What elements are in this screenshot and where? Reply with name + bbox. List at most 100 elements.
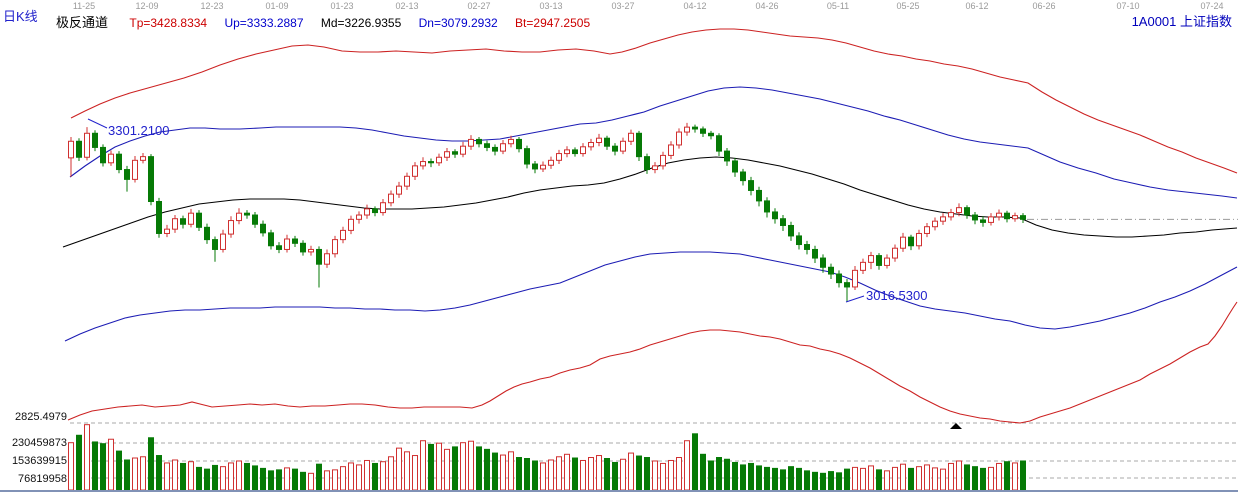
volume-bar <box>636 455 642 491</box>
candle-body <box>748 180 754 191</box>
triangle-marker-icon <box>950 423 962 429</box>
date-label: 05-11 <box>826 1 850 11</box>
candle-body <box>868 255 874 263</box>
volume-bar <box>140 456 146 491</box>
candle-body <box>700 128 706 134</box>
period-label[interactable]: 日K线 <box>3 9 38 24</box>
date-label: 12-09 <box>135 1 159 11</box>
candle-body <box>548 159 554 166</box>
volume-bar <box>92 441 98 491</box>
indicator-name[interactable]: 极反通道 <box>56 15 109 30</box>
candle-body <box>412 165 418 177</box>
candle-body <box>612 145 618 152</box>
volume-bar <box>972 466 978 491</box>
candle-body <box>484 143 490 148</box>
volume-bar <box>716 457 722 491</box>
volume-bar <box>444 448 450 491</box>
volume-bar <box>804 470 810 491</box>
date-label: 07-24 <box>1200 1 1224 11</box>
volume-bar <box>924 464 930 491</box>
candle-body <box>964 207 970 216</box>
candle-body <box>860 261 866 271</box>
candle-body <box>308 248 314 253</box>
candle-body <box>500 143 506 152</box>
volume-bar <box>540 462 546 491</box>
candle-body <box>348 218 354 231</box>
candle-body <box>772 211 778 220</box>
volume-bar <box>516 457 522 491</box>
volume-bar <box>788 466 794 491</box>
candle-body <box>572 149 578 155</box>
candle-body <box>956 207 962 214</box>
volume-bar <box>116 450 122 491</box>
volume-bar <box>756 465 762 491</box>
volume-bar <box>388 456 394 491</box>
candle-body <box>780 218 786 226</box>
date-label: 07-10 <box>1116 1 1140 11</box>
candle-body <box>380 202 386 214</box>
volume-bar <box>708 460 714 491</box>
candle-body <box>580 146 586 155</box>
volume-bar <box>700 453 706 491</box>
candle-body <box>116 153 122 171</box>
candle-body <box>236 212 242 222</box>
candle-body <box>132 159 138 180</box>
volume-bar <box>996 462 1002 491</box>
candle-body <box>260 223 266 234</box>
volume-bar <box>356 464 362 491</box>
candle-body <box>1004 212 1010 220</box>
date-label: 03-13 <box>539 1 563 11</box>
candle-body <box>1020 215 1026 220</box>
date-label: 11-25 <box>72 1 96 11</box>
volume-bar <box>940 468 946 491</box>
indicator-bar: 极反通道 Tp=3428.8334 Up=3333.2887 Md=3226.9… <box>56 12 604 31</box>
candle-body <box>172 218 178 230</box>
candle-body <box>372 208 378 214</box>
volume-bar <box>676 457 682 491</box>
volume-bar <box>412 455 418 491</box>
candle-body <box>1012 215 1018 220</box>
volume-bar <box>572 457 578 491</box>
candle-body <box>556 153 562 161</box>
channel-middle-line <box>62 156 1238 248</box>
candle-body <box>684 126 690 133</box>
volume-bar <box>172 459 178 491</box>
volume-bar <box>436 442 442 491</box>
candle-body <box>364 208 370 216</box>
candle-body <box>892 247 898 259</box>
candle-body <box>948 212 954 218</box>
candle-body <box>420 161 426 167</box>
volume-bar <box>652 460 658 491</box>
volume-bar <box>316 463 322 491</box>
volume-bar <box>532 460 538 491</box>
volume-bar <box>308 472 314 491</box>
volume-bar <box>204 468 210 491</box>
candle-body <box>908 236 914 247</box>
candle-body <box>740 171 746 182</box>
candle-body <box>660 154 666 167</box>
volume-bar <box>884 470 890 491</box>
volume-bar <box>276 469 282 491</box>
candle-body <box>204 226 210 241</box>
candle-body <box>220 233 226 250</box>
symbol-title: 1A0001 上证指数 <box>1131 14 1232 29</box>
candle-body <box>340 229 346 241</box>
volume-bar <box>748 462 754 491</box>
price-annotation: 3016.5300 <box>866 288 928 303</box>
candle-body <box>676 131 682 146</box>
date-label: 06-12 <box>965 1 989 11</box>
volume-bar <box>236 460 242 491</box>
indicator-value-up: Up=3333.2887 <box>224 16 304 30</box>
volume-bar <box>108 438 114 491</box>
candle-body <box>620 140 626 152</box>
volume-bar <box>828 471 834 491</box>
candle-body <box>692 126 698 130</box>
candle-body <box>452 151 458 155</box>
date-label: 03-27 <box>611 1 635 11</box>
candle-body <box>916 232 922 247</box>
candle-body <box>876 255 882 266</box>
volume-bar <box>468 440 474 491</box>
volume-bar <box>588 457 594 491</box>
candle-body <box>108 153 114 164</box>
